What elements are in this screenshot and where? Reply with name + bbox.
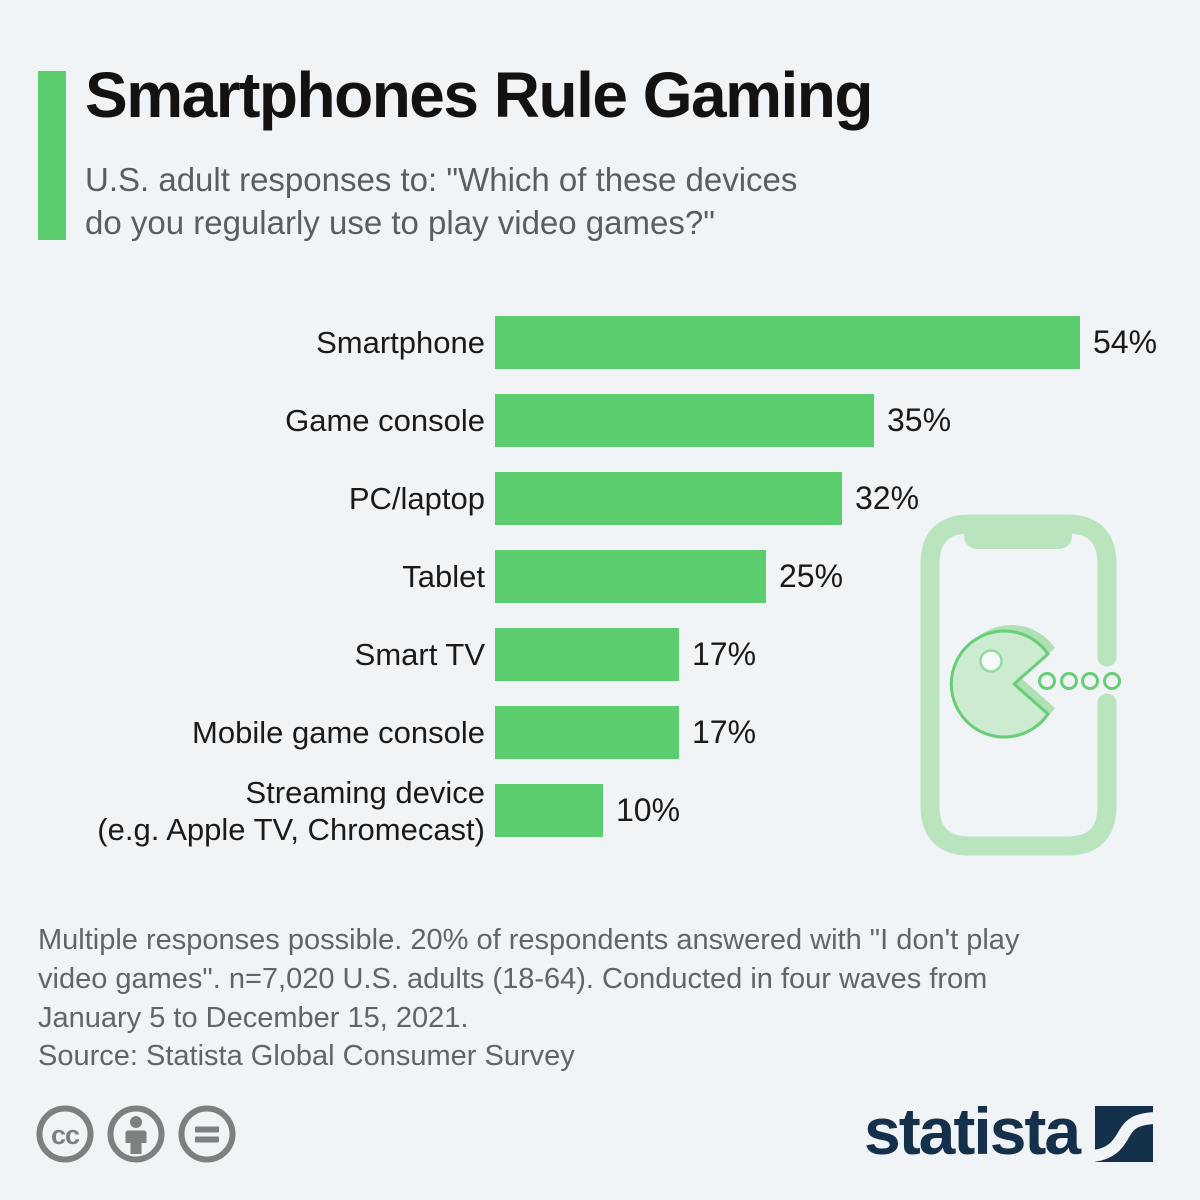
bar-label: Tablet xyxy=(402,559,485,594)
bar-value: 17% xyxy=(692,636,757,672)
bar-row: Smart TV 17% xyxy=(38,628,1157,681)
page-subtitle: U.S. adult responses to: "Which of these… xyxy=(85,161,798,241)
license-icons: cc xyxy=(36,1105,236,1163)
bar xyxy=(495,316,1080,369)
bar-value: 25% xyxy=(779,558,844,594)
bar-value: 10% xyxy=(616,792,681,828)
statista-logo: statista xyxy=(864,1094,1154,1168)
bar xyxy=(495,706,679,759)
pacman-dots xyxy=(1038,672,1121,690)
statista-logo-mark xyxy=(1095,1106,1154,1162)
bar-label: PC/laptop xyxy=(348,481,485,516)
bar xyxy=(495,550,766,603)
bar-label: Game console xyxy=(285,403,485,438)
cc-icon: cc xyxy=(36,1105,94,1163)
bar-label: Streaming device (e.g. Apple TV, Chromec… xyxy=(97,774,485,847)
chart-footnote: Multiple responses possible. 20% of resp… xyxy=(38,924,1020,1034)
bar-value: 32% xyxy=(855,480,920,516)
pacman-icon xyxy=(949,629,1050,739)
statista-logo-text: statista xyxy=(864,1094,1081,1168)
bar-row: PC/laptop 32% xyxy=(38,472,1157,525)
bar-row: Tablet 25% xyxy=(38,550,1157,603)
bar-row: Smartphone 54% xyxy=(38,316,1157,369)
phone-notch-icon xyxy=(964,522,1072,549)
svg-text:cc: cc xyxy=(51,1120,80,1150)
bar xyxy=(495,628,679,681)
attribution-person-icon xyxy=(107,1105,165,1163)
bar-chart: Smartphone 54% Game console 35% PC/laptop 32%… xyxy=(38,316,1157,847)
bar xyxy=(495,472,842,525)
bar-row: Streaming device (e.g. Apple TV, Chromec… xyxy=(38,775,1157,847)
bar-value: 54% xyxy=(1093,324,1158,360)
bar-row: Game console 35% xyxy=(38,394,1157,447)
bar xyxy=(495,784,603,837)
equals-no-derivatives-icon xyxy=(178,1105,236,1163)
bar-label: Mobile game console xyxy=(192,715,485,750)
bar-value: 17% xyxy=(692,714,757,750)
bar-label: Smart TV xyxy=(354,637,485,672)
page-title: Smartphones Rule Gaming xyxy=(85,59,873,131)
title-accent-bar xyxy=(38,71,66,240)
bar-value: 35% xyxy=(887,402,952,438)
phone-frame xyxy=(920,514,1117,856)
pacman-eye-icon xyxy=(979,649,1003,673)
source-line: Source: Statista Global Consumer Survey xyxy=(38,1040,575,1072)
bar-label: Smartphone xyxy=(316,325,485,360)
phone-pacman-illustration xyxy=(920,514,1121,856)
bar-row: Mobile game console 17% xyxy=(38,706,1157,759)
bar xyxy=(495,394,874,447)
